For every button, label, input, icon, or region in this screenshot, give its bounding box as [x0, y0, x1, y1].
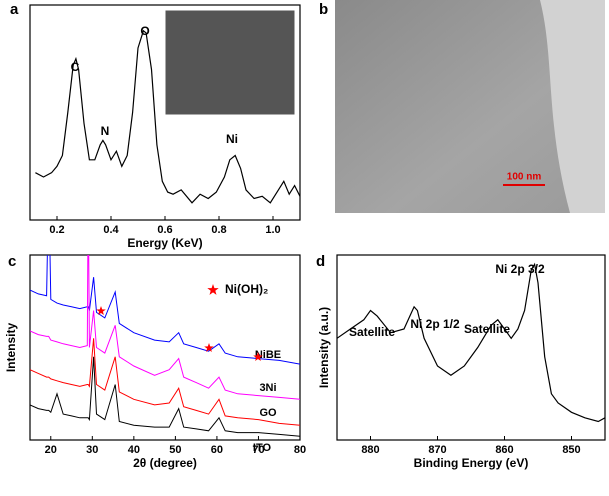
- series-label: 3Ni: [259, 382, 276, 394]
- x-tick-label: 80: [294, 444, 306, 456]
- x-tick-label: 0.8: [211, 224, 226, 236]
- spectrum-line: [35, 29, 300, 204]
- panel-label: c: [8, 253, 16, 270]
- series-line: [30, 338, 300, 426]
- peak-annotation: Ni 2p 1/2: [410, 317, 460, 331]
- x-tick-label: 50: [169, 444, 181, 456]
- x-axis-label: 2θ (degree): [133, 456, 197, 470]
- peak-annotation: N: [101, 124, 110, 138]
- peak-annotation: C: [71, 60, 80, 74]
- panel-label: b: [319, 1, 328, 18]
- peak-star: [204, 343, 214, 352]
- spectrum-line: [337, 262, 605, 423]
- x-axis-label: Energy (KeV): [127, 236, 202, 250]
- x-tick-label: 70: [252, 444, 264, 456]
- x-tick-label: 30: [86, 444, 98, 456]
- series-line: [30, 255, 300, 400]
- scale-bar-label: 100 nm: [507, 172, 542, 183]
- sem-inset: [164, 9, 296, 116]
- peak-star: [253, 352, 263, 361]
- x-axis-label: Binding Energy (eV): [414, 456, 529, 470]
- legend-label: Ni(OH)₂: [225, 282, 268, 296]
- y-axis-label: Intensity: [4, 323, 18, 373]
- tem-edge: [540, 0, 605, 213]
- series-line: [30, 255, 300, 365]
- series-label: ITO: [253, 442, 272, 454]
- plot-frame: [336, 254, 606, 441]
- peak-annotation: Ni: [226, 132, 238, 146]
- series-line: [30, 356, 300, 437]
- x-tick-label: 870: [428, 444, 446, 456]
- peak-annotation: Ni 2p 3/2: [495, 262, 545, 276]
- peak-annotation: Satellite: [464, 322, 510, 336]
- peak-annotation: Satellite: [349, 325, 395, 339]
- series-label: GO: [259, 407, 277, 419]
- panel-label: d: [316, 253, 325, 270]
- x-tick-label: 0.4: [103, 224, 119, 236]
- panel-label: a: [10, 1, 19, 18]
- x-tick-label: 0.2: [49, 224, 64, 236]
- x-tick-label: 20: [45, 444, 57, 456]
- x-tick-label: 1.0: [265, 224, 280, 236]
- x-tick-label: 0.6: [157, 224, 172, 236]
- x-tick-label: 850: [562, 444, 580, 456]
- x-tick-label: 860: [495, 444, 513, 456]
- plot-frame: [29, 254, 301, 441]
- x-tick-label: 40: [128, 444, 140, 456]
- peak-annotation: O: [140, 24, 149, 38]
- x-tick-label: 880: [361, 444, 379, 456]
- x-tick-label: 60: [211, 444, 223, 456]
- legend-star: [207, 284, 219, 295]
- series-label: NiBE: [255, 349, 281, 361]
- peak-star: [96, 306, 106, 315]
- y-axis-label: Intensity (a.u.): [317, 307, 331, 388]
